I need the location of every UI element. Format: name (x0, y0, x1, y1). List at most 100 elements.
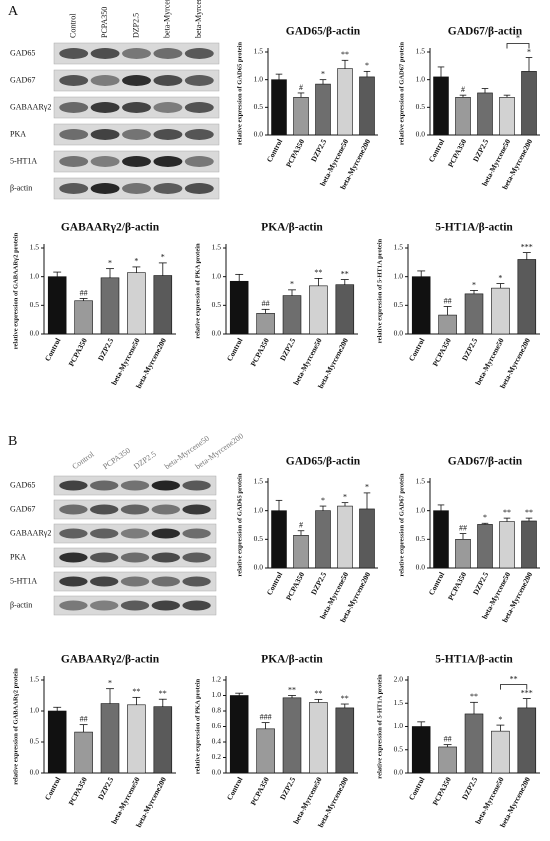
bar (100, 703, 120, 774)
error-bar (522, 252, 531, 260)
y-tick-label: 1.5 (30, 243, 40, 252)
significance-label: ** (525, 508, 533, 517)
error-bar (261, 308, 270, 314)
blot-band (59, 528, 88, 539)
y-tick-label: 0.0 (254, 563, 264, 572)
bar (411, 726, 431, 774)
error-bar (235, 273, 244, 282)
x-tick-label: Control (407, 337, 427, 363)
bar (309, 285, 328, 335)
significance-label: * (108, 258, 112, 267)
error-bar (319, 505, 327, 511)
blot-band (184, 156, 214, 167)
error-bar (261, 722, 270, 729)
chart-title: 5-HT1A/β-actin (435, 654, 513, 666)
blot-band (122, 183, 151, 194)
x-tick-label: Control (265, 138, 285, 164)
x-tick-label: Control (225, 776, 245, 802)
blot-band (90, 552, 119, 563)
protein-label: GAD65 (10, 48, 35, 57)
y-tick-label: 0.4 (212, 737, 222, 746)
bar (464, 713, 484, 774)
y-axis-label: relative expression of GAD67 protein (398, 473, 405, 576)
y-tick-label: 1.0 (30, 706, 40, 715)
chart-title: PKA/β-actin (261, 654, 323, 666)
y-tick-label: 1.0 (30, 271, 40, 280)
x-tick-label: DZP2.5 (278, 775, 298, 801)
blot-band (153, 102, 183, 113)
blot-band (90, 75, 120, 86)
blot-band (153, 129, 183, 140)
y-tick-label: 0.0 (394, 329, 404, 338)
error-bar (363, 492, 371, 509)
bar (477, 92, 493, 136)
y-tick-label: 1.5 (394, 698, 404, 707)
bar (337, 505, 353, 569)
bar (127, 272, 146, 335)
y-tick-label: 0.5 (30, 737, 40, 746)
y-tick-label: 1.0 (212, 690, 222, 699)
x-tick-label: DZP2.5 (309, 570, 329, 596)
x-tick-label: DZP2.5 (460, 775, 480, 801)
y-tick-label: 1.5 (416, 477, 426, 486)
chart-title: GAD65/β-actin (286, 456, 361, 468)
blot-band (59, 102, 89, 113)
lane-label: beta-Myrcene200 (194, 0, 203, 38)
significance-label: ** (503, 508, 511, 517)
bracket-label: * (516, 33, 520, 42)
y-tick-label: 0.2 (212, 752, 222, 761)
blot-band (122, 129, 151, 140)
significance-label: * (321, 69, 325, 78)
error-bar (503, 517, 511, 522)
blot-band (184, 102, 214, 113)
y-tick-label: 1.5 (254, 477, 264, 486)
bar (335, 707, 355, 774)
y-tick-label: 1.0 (416, 505, 426, 514)
y-tick-label: 0.5 (30, 300, 40, 309)
y-tick-label: 1.5 (394, 243, 404, 252)
error-bar (275, 499, 283, 511)
bar (455, 97, 471, 136)
error-bar (79, 298, 88, 301)
significance-label: ## (459, 523, 467, 532)
y-axis-label: relative expression of GAD65 protein (236, 42, 243, 145)
significance-label: * (498, 273, 502, 282)
protein-label: GABAARγ2 (10, 102, 51, 111)
blot-band (184, 183, 214, 194)
blot-band (120, 600, 150, 611)
y-tick-label: 2.0 (394, 675, 404, 684)
bar (74, 731, 93, 774)
y-tick-label: 1.0 (416, 74, 426, 83)
protein-label: GAD65 (10, 480, 35, 489)
y-tick-label: 0.5 (394, 744, 404, 753)
bar (438, 746, 457, 774)
lane-label: PCPA350 (100, 7, 109, 38)
error-bar (158, 262, 167, 276)
y-tick-label: 0.5 (212, 300, 222, 309)
significance-label: * (498, 715, 502, 724)
panel-label: A (8, 4, 19, 19)
error-bar (297, 92, 305, 98)
error-bar (459, 94, 467, 98)
error-bar (340, 703, 349, 708)
bar (271, 79, 287, 136)
error-bar (340, 279, 349, 285)
bracket (500, 684, 528, 690)
blot-strip (53, 523, 217, 544)
panel-label: B (8, 434, 17, 449)
error-bar (443, 306, 452, 316)
significance-label: * (483, 513, 487, 522)
x-tick-label: Control (225, 337, 245, 363)
error-bar (53, 706, 62, 711)
y-tick-label: 1.5 (30, 675, 40, 684)
error-bar (297, 530, 305, 536)
bar (433, 76, 449, 136)
error-bar (235, 692, 244, 696)
significance-label: * (134, 257, 138, 266)
blot-band (59, 75, 89, 86)
bar (229, 695, 249, 774)
blot-band (151, 576, 180, 587)
bar (491, 730, 510, 774)
bar (293, 97, 309, 136)
bar (491, 287, 510, 335)
